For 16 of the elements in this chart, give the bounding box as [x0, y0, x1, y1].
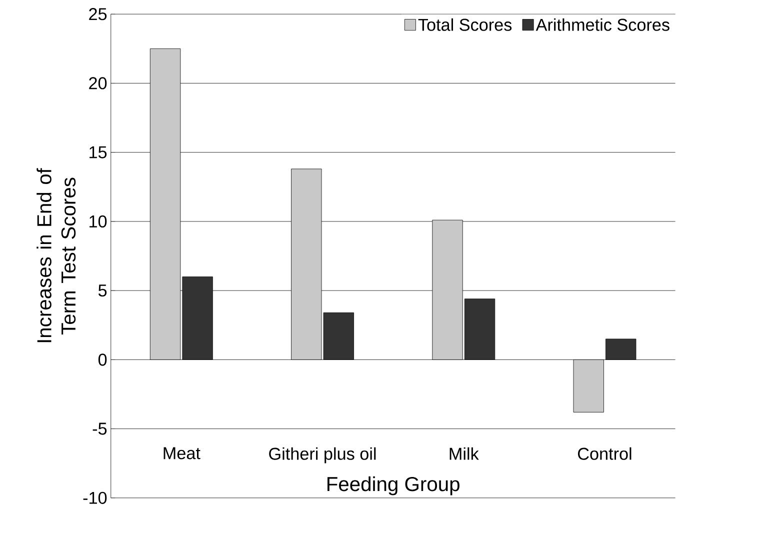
y-axis-title: Increases in End of Term Test Scores [36, 168, 76, 342]
x-tick-label: Control [578, 447, 632, 460]
x-tick-label: Githeri plus oil [269, 447, 376, 464]
y-tick-label: 10 [90, 215, 107, 228]
y-tick-label: 25 [89, 8, 107, 20]
y-tick-label: -10 [83, 492, 107, 504]
y-tick-label: 20 [89, 77, 107, 90]
y-tick-label: -5 [92, 422, 107, 435]
legend-label: Total Scores [418, 18, 512, 31]
y-tick-label: 15 [90, 146, 107, 158]
x-tick-label: Milk [450, 447, 479, 460]
legend-label: Arithmetic Scores [536, 18, 670, 31]
y-tick-label: 0 [98, 353, 107, 366]
x-tick-label: Meat [164, 447, 200, 460]
x-axis-title: Feeding Group [328, 476, 460, 496]
y-tick-label: 5 [98, 284, 107, 296]
